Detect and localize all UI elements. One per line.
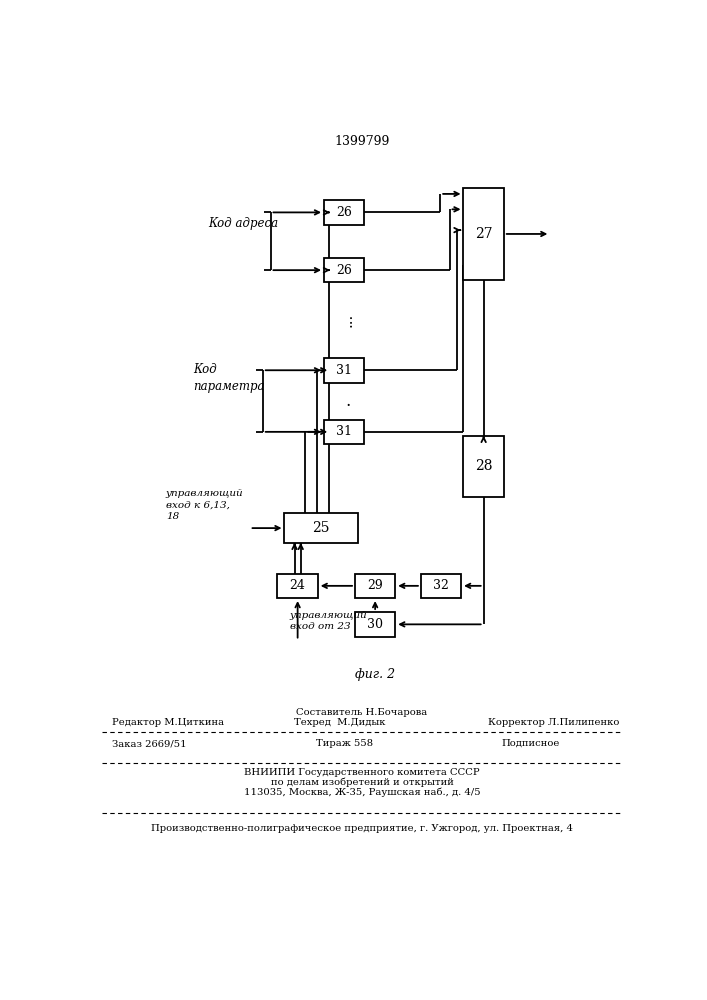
- Bar: [324, 420, 364, 444]
- Text: Заказ 2669/51: Заказ 2669/51: [112, 739, 186, 748]
- Bar: [284, 513, 358, 543]
- Text: ...: ...: [341, 313, 355, 327]
- Text: 25: 25: [312, 521, 329, 535]
- Text: 30: 30: [367, 618, 383, 631]
- Text: 24: 24: [290, 579, 305, 592]
- Text: Составитель Н.Бочарова: Составитель Н.Бочарова: [296, 708, 428, 717]
- Text: по делам изобретений и открытий: по делам изобретений и открытий: [271, 777, 453, 787]
- Text: фиг. 2: фиг. 2: [355, 668, 395, 681]
- Text: 28: 28: [475, 460, 492, 474]
- Text: Производственно-полиграфическое предприятие, г. Ужгород, ул. Проектная, 4: Производственно-полиграфическое предприя…: [151, 824, 573, 833]
- Text: 26: 26: [337, 206, 352, 219]
- Text: Редактор М.Циткина: Редактор М.Циткина: [112, 718, 223, 727]
- Text: Тираж 558: Тираж 558: [315, 739, 373, 748]
- Text: 113035, Москва, Ж-35, Раушская наб., д. 4/5: 113035, Москва, Ж-35, Раушская наб., д. …: [244, 787, 480, 797]
- Text: управляющий
вход от 23: управляющий вход от 23: [290, 611, 368, 631]
- Text: 31: 31: [336, 364, 352, 377]
- Text: .: .: [346, 393, 351, 410]
- Bar: [324, 358, 364, 383]
- Text: Код адреса: Код адреса: [209, 217, 279, 230]
- Text: 29: 29: [367, 579, 383, 592]
- Bar: [355, 612, 395, 637]
- Text: 32: 32: [433, 579, 449, 592]
- Text: Корректор Л.Пилипенко: Корректор Л.Пилипенко: [488, 718, 619, 727]
- Bar: [324, 258, 364, 282]
- Text: Техред  М.Дидык: Техред М.Дидык: [293, 718, 385, 727]
- Text: 1399799: 1399799: [334, 135, 390, 148]
- Text: Подписное: Подписное: [501, 739, 559, 748]
- Bar: [355, 574, 395, 598]
- Bar: [464, 188, 504, 280]
- Text: 26: 26: [337, 264, 352, 277]
- Text: Код
параметра: Код параметра: [193, 363, 264, 393]
- Text: управляющий
вход к 6,13,
18: управляющий вход к 6,13, 18: [166, 489, 243, 521]
- Bar: [464, 436, 504, 497]
- Bar: [277, 574, 317, 598]
- Text: 27: 27: [475, 227, 493, 241]
- Bar: [324, 200, 364, 225]
- Bar: [421, 574, 461, 598]
- Text: 31: 31: [336, 425, 352, 438]
- Text: ВНИИПИ Государственного комитета СССР: ВНИИПИ Государственного комитета СССР: [244, 768, 480, 777]
